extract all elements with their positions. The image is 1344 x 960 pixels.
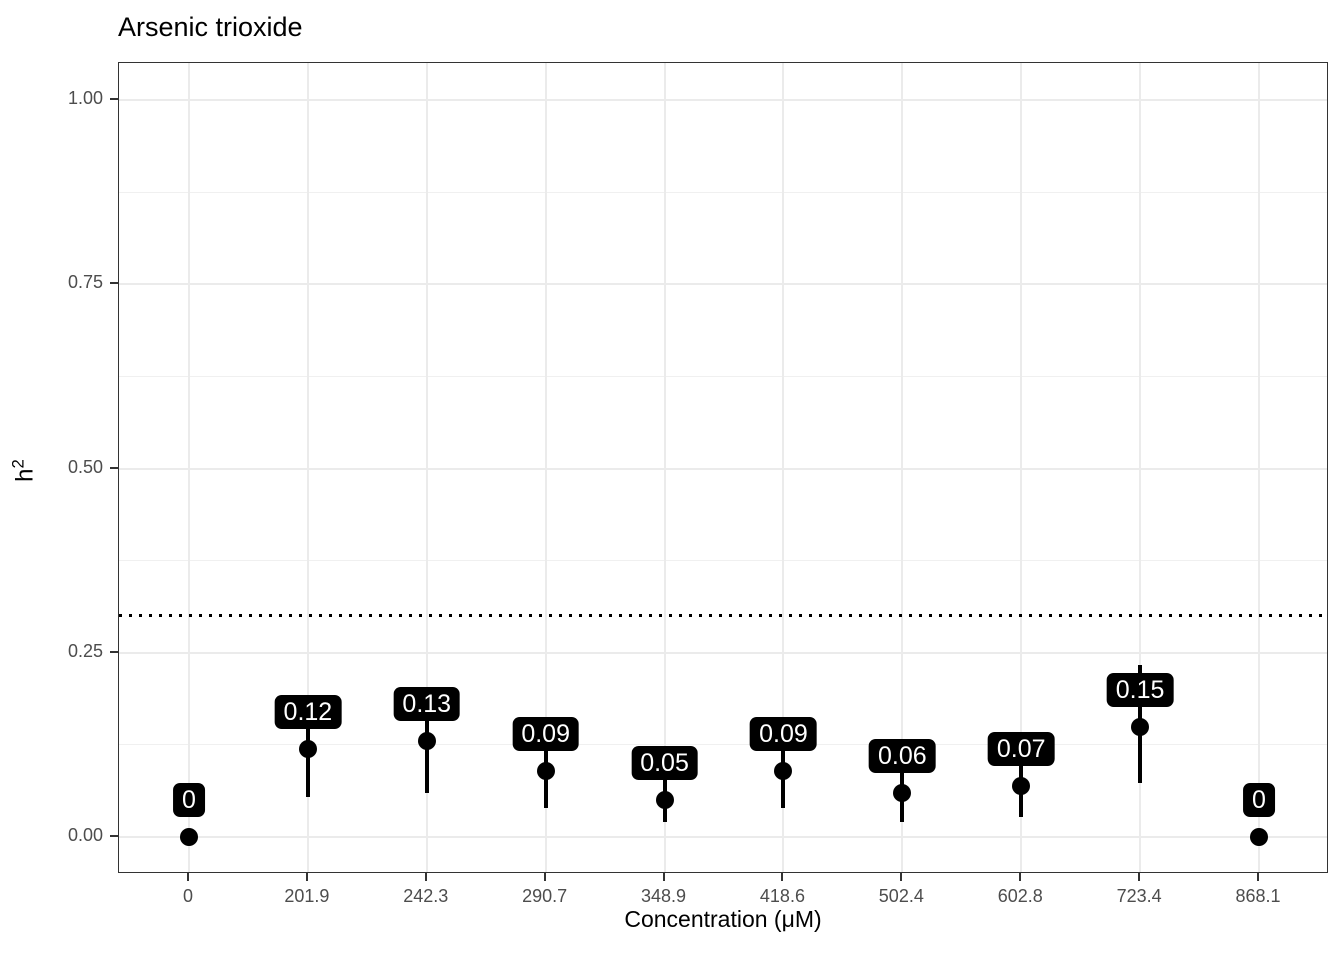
gridline-horizontal-minor bbox=[119, 560, 1327, 562]
y-axis-tick bbox=[110, 650, 118, 653]
data-point-label: 0.15 bbox=[1106, 672, 1174, 707]
gridline-vertical-major bbox=[663, 63, 666, 872]
x-axis-tick bbox=[424, 873, 427, 881]
data-point-label: 0.05 bbox=[631, 746, 698, 781]
chart-title: Arsenic trioxide bbox=[118, 12, 303, 42]
plot-panel: 0 0.12 0.13 0.09 0.05 0.09 0.06 0.07 0.15 0 bbox=[118, 62, 1328, 873]
data-point-label: 0.09 bbox=[512, 716, 579, 751]
gridline-vertical-major bbox=[1139, 63, 1142, 872]
y-tick-label: 1.00 bbox=[67, 87, 103, 108]
x-axis-tick bbox=[187, 873, 189, 881]
x-tick-label: 348.9 bbox=[641, 886, 687, 906]
gridline-vertical-major bbox=[1258, 63, 1260, 872]
gridline-vertical-major bbox=[1020, 63, 1023, 872]
data-point-label: 0.09 bbox=[750, 716, 817, 751]
y-axis-tick bbox=[110, 835, 118, 838]
x-tick-label: 242.3 bbox=[403, 886, 449, 906]
data-point bbox=[655, 791, 674, 810]
data-point bbox=[298, 739, 317, 758]
gridline-horizontal-major bbox=[119, 98, 1327, 101]
y-tick-label: 0.75 bbox=[67, 272, 103, 293]
gridline-horizontal-minor bbox=[119, 744, 1327, 746]
x-axis-tick bbox=[1019, 873, 1022, 881]
data-point bbox=[1250, 828, 1268, 847]
x-tick-label: 723.4 bbox=[1116, 886, 1162, 906]
data-point-label: 0 bbox=[173, 783, 205, 818]
x-axis-tick bbox=[900, 873, 903, 881]
gridline-vertical-major bbox=[306, 63, 309, 872]
data-point bbox=[1131, 717, 1150, 736]
data-point-label: 0.13 bbox=[393, 687, 461, 722]
y-tick-label: 0.25 bbox=[67, 640, 103, 661]
x-axis-tick bbox=[543, 873, 546, 881]
reference-line bbox=[119, 614, 1327, 618]
gridline-vertical-major bbox=[782, 63, 785, 872]
x-tick-label: 0 bbox=[182, 886, 193, 906]
data-point bbox=[1012, 776, 1031, 795]
data-point-label: 0.07 bbox=[987, 731, 1055, 766]
x-axis-tick bbox=[1257, 873, 1259, 881]
gridline-horizontal-major bbox=[119, 651, 1327, 654]
gridline-horizontal-major bbox=[119, 467, 1327, 470]
x-axis-tick bbox=[1138, 873, 1141, 881]
x-axis-tick bbox=[305, 873, 308, 881]
gridline-horizontal-minor bbox=[119, 375, 1327, 377]
y-tick-label: 0.00 bbox=[67, 825, 103, 846]
y-axis-title-exponent: 2 bbox=[8, 459, 28, 469]
gridline-horizontal-major bbox=[119, 283, 1327, 286]
x-axis-title: Concentration (μM) bbox=[624, 906, 822, 932]
gridline-vertical-major bbox=[425, 63, 428, 872]
y-tick-label: 0.50 bbox=[67, 456, 103, 477]
x-tick-label: 868.1 bbox=[1235, 886, 1281, 906]
gridline-horizontal-minor bbox=[119, 191, 1327, 193]
gridline-vertical-major bbox=[544, 63, 547, 872]
x-axis-tick bbox=[662, 873, 665, 881]
data-point bbox=[774, 761, 793, 780]
gridline-horizontal-major bbox=[119, 836, 1327, 839]
x-tick-label: 502.4 bbox=[878, 886, 924, 906]
x-tick-label: 201.9 bbox=[284, 886, 330, 906]
data-point-label: 0 bbox=[1243, 783, 1275, 818]
data-point bbox=[417, 732, 436, 751]
y-axis-tick bbox=[110, 97, 118, 100]
x-tick-label: 290.7 bbox=[522, 886, 568, 906]
gridline-vertical-major bbox=[188, 63, 190, 872]
data-point-label: 0.06 bbox=[868, 739, 936, 774]
gridline-vertical-major bbox=[901, 63, 904, 872]
y-axis-tick bbox=[110, 282, 118, 285]
y-axis-tick bbox=[110, 466, 118, 469]
data-point-label: 0.12 bbox=[274, 694, 342, 729]
data-point bbox=[180, 828, 198, 847]
data-point bbox=[536, 761, 555, 780]
x-axis-tick bbox=[781, 873, 784, 881]
x-tick-label: 418.6 bbox=[759, 886, 805, 906]
data-point bbox=[893, 783, 912, 802]
x-tick-label: 602.8 bbox=[997, 886, 1043, 906]
